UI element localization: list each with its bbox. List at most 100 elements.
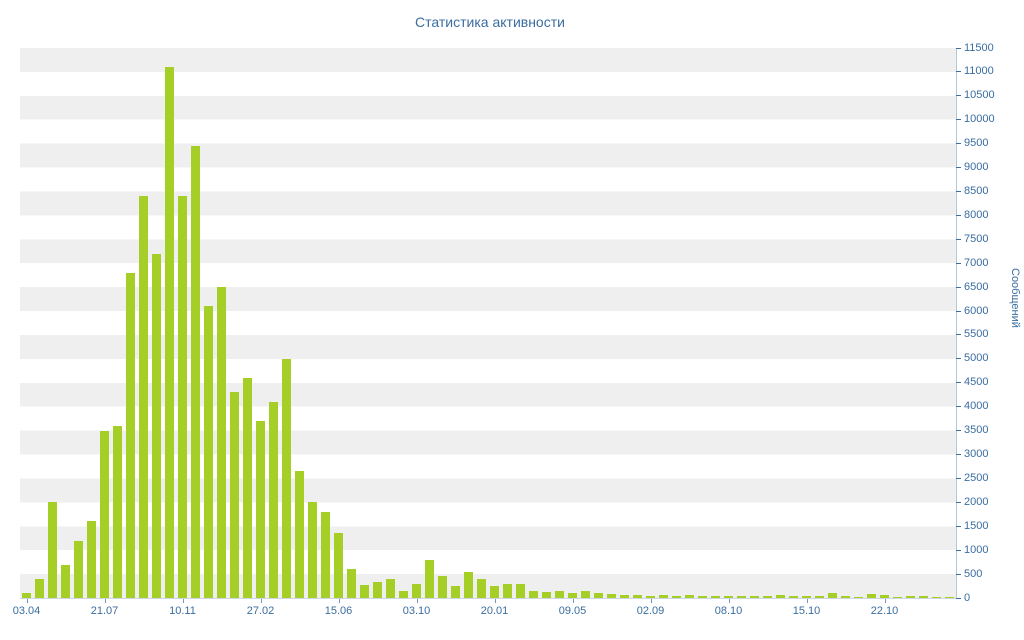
x-tick — [338, 599, 340, 603]
bar — [659, 595, 668, 598]
x-tick — [650, 599, 652, 603]
bar — [594, 593, 603, 598]
bar — [269, 401, 278, 598]
bar — [633, 595, 642, 598]
bar — [412, 583, 421, 598]
x-tick-label: 08.10 — [714, 605, 743, 617]
y-tick-label: 9500 — [964, 137, 989, 150]
bar — [477, 578, 486, 598]
y-tick-label: 0 — [964, 591, 971, 604]
bar — [854, 596, 863, 598]
bar — [22, 593, 31, 598]
bar — [321, 511, 330, 598]
bar — [906, 596, 915, 598]
bar — [243, 378, 252, 598]
bar — [373, 582, 382, 598]
bar — [48, 502, 57, 598]
bar — [308, 502, 317, 598]
bar — [893, 596, 902, 598]
y-tick-label: 10000 — [964, 113, 995, 126]
bar — [230, 392, 239, 598]
bar — [698, 595, 707, 598]
bar — [724, 595, 733, 598]
bar — [867, 594, 876, 598]
bar — [542, 592, 551, 598]
y-tick-label: 11500 — [964, 41, 994, 54]
bar — [295, 471, 304, 598]
x-tick-label: 02.09 — [636, 605, 665, 617]
bar — [61, 564, 70, 598]
x-tick-label: 27.02 — [246, 605, 275, 617]
x-tick-label: 15.10 — [792, 605, 821, 617]
bar — [139, 196, 148, 598]
bar — [672, 595, 681, 598]
y-tick-label: 6500 — [964, 280, 989, 293]
chart-title: Статистика активности — [415, 14, 565, 30]
bar — [334, 533, 343, 598]
y-tick-label: 8500 — [964, 184, 989, 197]
bar — [464, 571, 473, 598]
bar — [399, 590, 408, 598]
bar — [87, 521, 96, 598]
x-tick — [260, 599, 262, 603]
bar — [35, 578, 44, 598]
y-tick-label: 7000 — [964, 256, 989, 269]
x-tick-label: 09.05 — [558, 605, 587, 617]
x-tick — [728, 599, 730, 603]
bar — [815, 595, 824, 598]
x-tick — [572, 599, 574, 603]
bar — [841, 596, 850, 598]
x-tick-label: 15.06 — [324, 605, 353, 617]
bar — [360, 584, 369, 598]
bar — [178, 196, 187, 598]
bar — [581, 590, 590, 598]
y-tick-label: 10500 — [964, 89, 995, 102]
bar — [685, 595, 694, 598]
x-tick — [104, 599, 106, 603]
y-tick-label: 8000 — [964, 208, 989, 221]
bar — [620, 595, 629, 598]
bar — [516, 583, 525, 598]
bar — [646, 595, 655, 598]
bar — [256, 421, 265, 598]
bar — [880, 595, 889, 598]
x-tick-label: 10.11 — [169, 605, 196, 617]
bar — [113, 425, 122, 598]
bar — [607, 594, 616, 598]
plot-area — [20, 48, 957, 599]
x-tick — [494, 599, 496, 603]
y-tick-label: 4000 — [964, 400, 989, 413]
bar — [932, 596, 941, 598]
bar — [776, 595, 785, 598]
bar — [282, 358, 291, 598]
x-tick-label: 22.10 — [870, 605, 899, 617]
x-tick — [416, 599, 418, 603]
bar — [529, 590, 538, 598]
bar — [750, 595, 759, 598]
bar — [126, 272, 135, 598]
bar — [711, 596, 720, 598]
bar — [425, 559, 434, 598]
bar — [919, 596, 928, 598]
bar — [191, 146, 200, 598]
bar — [347, 569, 356, 598]
bar — [204, 306, 213, 598]
y-tick-label: 1500 — [964, 519, 989, 532]
x-tick — [806, 599, 808, 603]
y-tick-label: 1000 — [964, 543, 989, 556]
bar — [568, 593, 577, 598]
y-tick-label: 3500 — [964, 424, 989, 437]
x-tick-label: 03.04 — [12, 605, 41, 617]
bar — [386, 578, 395, 598]
x-tick-label: 20.01 — [480, 605, 509, 617]
bar — [152, 253, 161, 598]
x-tick — [884, 599, 886, 603]
x-tick — [26, 599, 28, 603]
bar — [789, 595, 798, 598]
y-axis-title: Сообщений — [1009, 268, 1021, 328]
bar — [828, 593, 837, 598]
bar — [490, 586, 499, 598]
y-tick-label: 4500 — [964, 376, 989, 389]
bar — [451, 586, 460, 598]
